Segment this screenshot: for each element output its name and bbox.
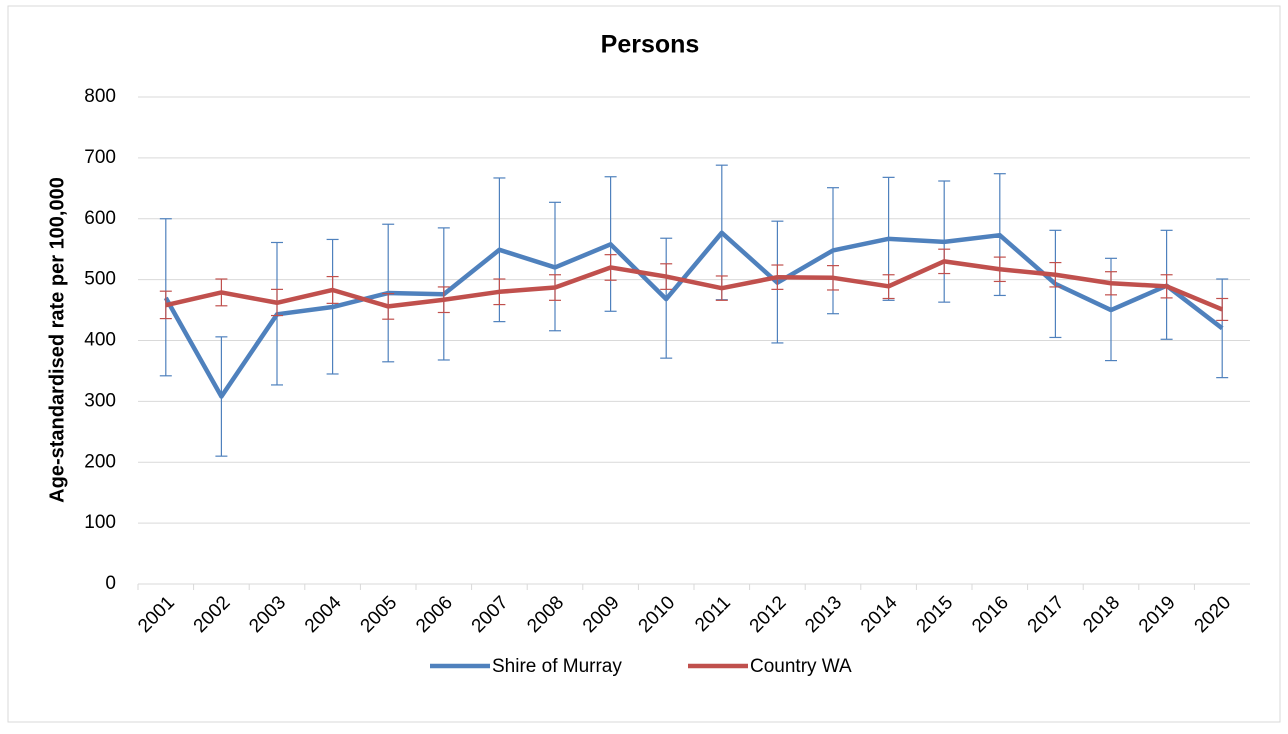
y-tick-label: 400 bbox=[84, 330, 116, 351]
y-tick-label: 500 bbox=[84, 269, 116, 290]
series-line bbox=[165, 259, 1224, 312]
y-axis-label: Age-standardised rate per 100,000 bbox=[46, 177, 68, 503]
y-tick-label: 300 bbox=[84, 390, 116, 411]
y-tick-label: 100 bbox=[84, 512, 116, 533]
chart-title: Persons bbox=[601, 31, 700, 59]
y-tick-label: 700 bbox=[84, 147, 116, 168]
y-tick-label: 200 bbox=[84, 451, 116, 472]
chart-frame bbox=[7, 5, 1281, 723]
y-tick-label: 600 bbox=[84, 208, 116, 229]
legend-label: Shire of Murray bbox=[492, 656, 622, 677]
y-tick-label: 0 bbox=[105, 573, 116, 594]
legend-label: Country WA bbox=[750, 656, 852, 677]
y-tick-label: 800 bbox=[84, 86, 116, 107]
